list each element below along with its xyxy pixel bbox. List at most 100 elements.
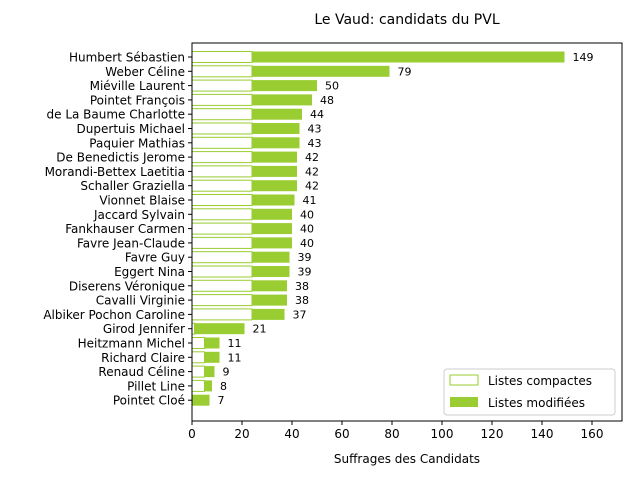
- x-tick-label: 60: [334, 427, 349, 441]
- category-label: Favre Guy: [125, 251, 185, 265]
- value-label: 40: [300, 208, 314, 221]
- category-label: Morandi-Bettex Laetitia: [45, 165, 185, 179]
- bar-compact: [191, 108, 253, 121]
- bar-compact: [191, 65, 253, 78]
- value-label: 44: [310, 108, 324, 121]
- bar-modified: [252, 294, 287, 306]
- bar-compact: [191, 179, 253, 192]
- bar-modified: [252, 194, 295, 206]
- category-label: Paquier Mathias: [89, 136, 185, 150]
- bar-modified: [252, 280, 287, 292]
- value-label: 40: [300, 237, 314, 250]
- plot-frame: [191, 42, 623, 422]
- x-tick-label: 80: [384, 427, 399, 441]
- category-label: Renaud Céline: [98, 365, 185, 379]
- category-label: Diserens Véronique: [69, 279, 185, 293]
- bar-modified: [252, 94, 312, 106]
- bar-compact: [191, 194, 253, 206]
- bar-compact: [191, 294, 253, 307]
- bar-compact: [191, 351, 205, 364]
- category-label: De Benedictis Jerome: [56, 151, 185, 165]
- value-label: 39: [298, 266, 312, 279]
- category-label: Schaller Graziella: [80, 179, 185, 193]
- bar-compact: [191, 265, 253, 278]
- bar-modified: [252, 151, 297, 163]
- category-label: de La Baume Charlotte: [47, 108, 186, 122]
- x-tick-label: 20: [234, 427, 249, 441]
- category-label: Fankhauser Carmen: [65, 222, 185, 236]
- category-label: Pointet François: [90, 93, 185, 107]
- category-label: Favre Jean-Claude: [77, 236, 185, 250]
- value-label: 42: [305, 151, 319, 164]
- category-label: Eggert Nina: [114, 265, 185, 279]
- value-label: 38: [295, 280, 309, 293]
- value-label: 21: [253, 323, 267, 336]
- bar-modified: [252, 51, 565, 63]
- bar-modified: [252, 108, 302, 120]
- value-label: 48: [320, 94, 334, 107]
- value-label: 7: [218, 394, 225, 407]
- bar-modified: [204, 337, 220, 349]
- bar-compact: [191, 122, 253, 135]
- bar-compact: [191, 279, 253, 292]
- legend: Listes compactes Listes modifiées: [443, 368, 616, 416]
- bar-modified: [194, 323, 245, 335]
- bar-modified: [252, 208, 292, 220]
- bar-modified: [252, 308, 285, 320]
- category-label: Miéville Laurent: [90, 79, 186, 93]
- value-label: 79: [398, 65, 412, 78]
- bar-modified: [252, 266, 290, 277]
- bar-modified: [252, 251, 290, 263]
- value-label: 41: [303, 194, 317, 207]
- bars: [191, 51, 565, 406]
- bar-modified: [252, 165, 297, 177]
- bar-compact: [191, 222, 253, 235]
- category-label: Vionnet Blaise: [99, 194, 185, 208]
- bar-compact: [191, 151, 253, 164]
- value-label: 149: [573, 51, 594, 64]
- legend-label-compact: Listes compactes: [488, 374, 592, 388]
- category-label: Pointet Cloé: [113, 394, 185, 408]
- value-label: 50: [325, 80, 339, 93]
- bar-compact: [191, 51, 253, 63]
- legend-box: [443, 368, 616, 416]
- bar-compact: [191, 79, 253, 92]
- bar-modified: [204, 366, 215, 378]
- bar-modified: [252, 137, 300, 149]
- x-axis: 0 20 40 60 80 100 120 140 160: [188, 421, 603, 441]
- category-label: Girod Jennifer: [103, 322, 185, 336]
- category-label: Dupertuis Michael: [77, 122, 185, 136]
- x-tick-label: 40: [284, 427, 299, 441]
- category-label: Heitzmann Michel: [78, 337, 185, 351]
- bar-modified: [252, 180, 297, 192]
- bar-compact: [191, 379, 205, 392]
- value-label: 37: [293, 308, 307, 321]
- category-label: Richard Claire: [101, 351, 185, 365]
- legend-swatch-modified: [450, 397, 478, 407]
- x-tick-label: 140: [531, 427, 554, 441]
- value-label: 8: [220, 380, 227, 393]
- bar-modified: [252, 223, 292, 235]
- bar-modified: [252, 80, 317, 92]
- bar-compact: [191, 365, 205, 378]
- x-tick-label: 120: [481, 427, 504, 441]
- value-label: 39: [298, 251, 312, 264]
- value-label: 42: [305, 165, 319, 178]
- bar-modified: [204, 351, 220, 363]
- category-label: Cavalli Virginie: [96, 294, 185, 308]
- bar-compact: [191, 93, 253, 106]
- category-label: Jaccard Sylvain: [93, 208, 185, 222]
- value-label: 9: [223, 366, 230, 379]
- legend-swatch-compact: [449, 374, 479, 386]
- value-label: 11: [228, 337, 242, 350]
- x-axis-title: Suffrages des Candidats: [334, 452, 480, 466]
- bar-compact: [191, 136, 253, 149]
- value-label: 43: [308, 123, 322, 136]
- value-label: 42: [305, 180, 319, 193]
- bar-compact: [191, 236, 253, 249]
- bar-compact: [191, 251, 253, 264]
- bar-modified: [252, 237, 292, 249]
- bar-compact: [191, 337, 205, 349]
